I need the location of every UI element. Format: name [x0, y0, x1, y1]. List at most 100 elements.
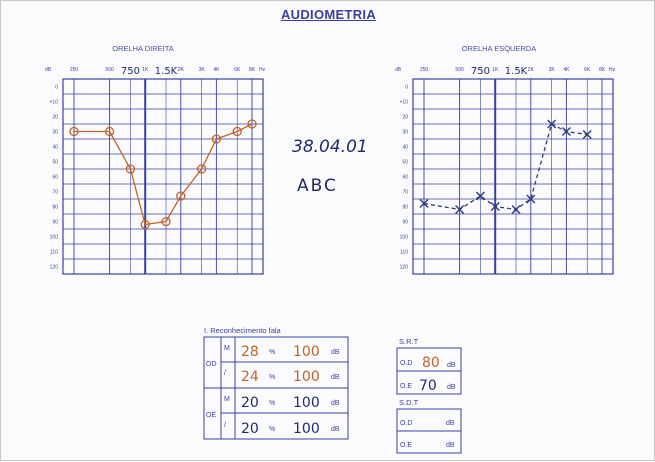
- level-tick-label: 50: [402, 160, 408, 166]
- speech-row-value: 24: [241, 369, 259, 385]
- speech-rows: M 28% 100 dB / 24% 100 dB M 20% 100 dB / 20% 100 dB: [224, 344, 340, 437]
- form-title: AUDIOMETRIA: [280, 7, 377, 22]
- handwritten-frequency-mark: 1.5K: [155, 66, 178, 77]
- speech-row-percent: %: [269, 349, 275, 356]
- frequency-tick-label: 8K: [249, 67, 256, 73]
- speech-row-level: 100: [293, 369, 320, 385]
- sdt-box: [396, 408, 462, 454]
- speech-row-unit: dB: [331, 426, 340, 433]
- level-tick-label: 50: [52, 160, 58, 166]
- level-tick-label: 80: [402, 205, 408, 211]
- srt-oe-unit: dB: [447, 384, 456, 391]
- sdt-oe-unit: dB: [446, 442, 455, 449]
- speech-row-mark: /: [224, 422, 226, 429]
- frequency-tick-label: 500: [455, 67, 464, 73]
- level-tick-label: 30: [402, 130, 408, 136]
- speech-row-percent: %: [269, 400, 275, 407]
- srt-title: S.R.T: [399, 337, 419, 346]
- level-tick-label: 110: [50, 250, 58, 256]
- data-point-o: [69, 126, 79, 137]
- audiogram-frame: [412, 78, 614, 275]
- frequency-tick-label: 500: [105, 67, 114, 73]
- db-axis-label: dB: [45, 67, 52, 73]
- level-tick-label: 80: [52, 205, 58, 211]
- level-tick-label: 90: [52, 220, 58, 226]
- handwritten-frequency-mark: 750: [121, 66, 140, 77]
- speech-row-mark: M: [224, 345, 230, 352]
- level-tick-label: 90: [402, 220, 408, 226]
- speech-table-title: I. Reconhecimento fala: [204, 326, 282, 335]
- data-point-o: [176, 191, 186, 201]
- level-tick-label: 60: [402, 175, 408, 181]
- data-point-o: [161, 216, 171, 227]
- data-point-o: [196, 164, 207, 174]
- right-ear-label: ORELHA DIREITA: [112, 44, 174, 53]
- level-tick-label: 20: [52, 115, 58, 121]
- speech-row-level: 100: [293, 421, 320, 437]
- frequency-tick-label: 2K: [178, 67, 185, 73]
- handwritten-frequency-mark: 1.5K: [505, 66, 528, 77]
- speech-oe-label: OE: [206, 412, 216, 419]
- level-tick-label: 0: [405, 85, 408, 91]
- data-point-o: [140, 219, 150, 230]
- data-point-x: [455, 205, 465, 214]
- data-point-x: [511, 205, 521, 214]
- srt-oe-label: O.E: [400, 383, 412, 390]
- speech-row-level: 100: [293, 344, 320, 360]
- hz-axis-label: Hz: [609, 67, 616, 73]
- speech-table: [203, 336, 349, 440]
- db-axis-label: dB: [395, 67, 402, 73]
- srt-od-label: O.D: [400, 360, 412, 367]
- frequency-tick-label: 250: [70, 67, 79, 73]
- level-tick-label: 120: [50, 265, 59, 271]
- level-tick-label: 70: [402, 190, 408, 196]
- level-tick-label: 110: [400, 250, 408, 256]
- speech-od-label: OD: [206, 361, 217, 368]
- sdt-title: S.D.T: [399, 398, 419, 407]
- audiogram-frame: [62, 78, 264, 275]
- left-ear-audiogram: 250 500 1K 2K 3K 4K 6K 8K dB Hz 0 +10 20 30 40 50 60 70 80…: [395, 66, 616, 275]
- data-point-x: [419, 199, 429, 208]
- sdt-od-unit: dB: [446, 420, 455, 427]
- frequency-tick-label: 2K: [528, 67, 535, 73]
- level-tick-label: 100: [400, 235, 409, 241]
- speech-row-value: 20: [241, 421, 259, 437]
- series-line: [423, 123, 588, 211]
- srt-od-value: 80: [422, 355, 440, 371]
- frequency-tick-label: 250: [420, 67, 429, 73]
- data-point-x: [526, 194, 536, 204]
- speech-row-percent: %: [269, 426, 275, 433]
- data-point-x: [561, 127, 571, 136]
- level-tick-label: 0: [55, 85, 58, 91]
- speech-row-level: 100: [293, 395, 320, 411]
- speech-row-mark: /: [224, 370, 226, 377]
- level-tick-label: 120: [400, 265, 409, 271]
- frequency-tick-label: 3K: [549, 67, 556, 73]
- sdt-od-label: O.D: [400, 420, 412, 427]
- handwritten-date: 38.04.01: [292, 137, 368, 157]
- sdt-oe-label: O.E: [400, 442, 412, 449]
- handwritten-frequency-mark: 750: [471, 66, 490, 77]
- right-ear-audiogram: 250 500 1K 2K 3K 4K 6K 8K dB Hz 0 +10 20 30 40 50 60 70 80…: [45, 66, 266, 275]
- speech-row-value: 20: [241, 395, 259, 411]
- data-point-x: [475, 191, 485, 201]
- srt-box: [396, 347, 462, 395]
- data-point-x: [490, 202, 500, 211]
- level-tick-label: 20: [402, 115, 408, 121]
- level-tick-label: 70: [52, 190, 58, 196]
- level-tick-label: 40: [402, 145, 408, 151]
- srt-oe-value: 70: [419, 378, 437, 394]
- speech-row-mark: M: [224, 396, 230, 403]
- speech-row-unit: dB: [331, 349, 340, 356]
- speech-row-unit: dB: [331, 374, 340, 381]
- data-point-o: [211, 134, 222, 144]
- level-tick-label: 100: [50, 235, 59, 241]
- series-line: [74, 123, 253, 226]
- data-point-o: [104, 126, 115, 137]
- frequency-tick-label: 4K: [563, 67, 570, 73]
- level-tick-label: 40: [52, 145, 58, 151]
- srt-od-unit: dB: [447, 362, 456, 369]
- data-point-x: [547, 119, 557, 129]
